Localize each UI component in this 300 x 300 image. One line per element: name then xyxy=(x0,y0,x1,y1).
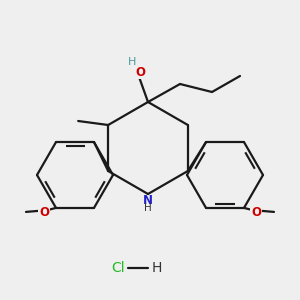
Text: H: H xyxy=(144,203,152,213)
Text: O: O xyxy=(39,206,49,219)
Text: H: H xyxy=(152,261,162,275)
Text: Cl: Cl xyxy=(111,261,125,275)
Text: O: O xyxy=(251,206,261,219)
Text: N: N xyxy=(143,194,153,206)
Text: H: H xyxy=(128,57,136,67)
Text: O: O xyxy=(135,65,145,79)
